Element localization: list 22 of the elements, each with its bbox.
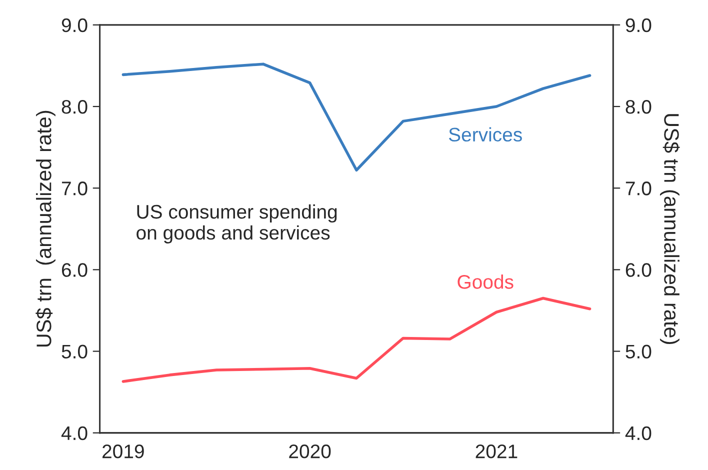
y2-tick-label: 8.0 [626, 100, 652, 114]
series-label: Goods [458, 274, 514, 289]
y2-tick-label: 9.0 [626, 18, 652, 32]
y-tick-label: 4.0 [61, 426, 88, 440]
y2-tick-label: 7.0 [626, 182, 652, 196]
line-series [122, 62, 592, 172]
y2-tick-label: 6.0 [626, 263, 652, 277]
y2-axis-title: US$ trn (annualized rate) [660, 114, 680, 344]
y2-tick-label: 5.0 [626, 344, 652, 359]
series-label: Services [448, 127, 522, 142]
y-tick-label: 7.0 [62, 182, 88, 196]
x-tick-label: 2020 [289, 444, 331, 458]
x-tick-label: 2019 [102, 444, 144, 458]
y-tick-label: 8.0 [62, 100, 88, 114]
line-series [122, 296, 592, 383]
y2-tick-label: 4.0 [625, 426, 652, 440]
x-tick-label: 2021 [476, 444, 518, 458]
y-tick-label: 6.0 [62, 263, 88, 277]
y-tick-label: 9.0 [62, 18, 88, 32]
annotation: US consumer spending on goods and services [136, 204, 337, 244]
y-axis-title: US$ trn (annualized rate) [36, 110, 56, 347]
y-tick-label: 5.0 [62, 344, 88, 359]
